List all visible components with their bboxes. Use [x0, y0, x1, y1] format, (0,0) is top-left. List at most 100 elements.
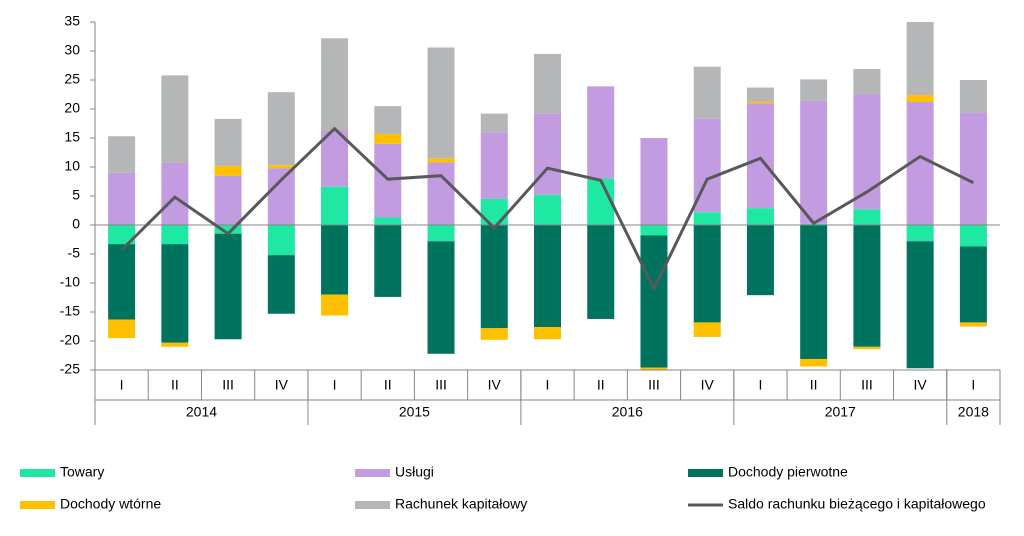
y-tick-label: -10	[60, 274, 80, 290]
bar-segment	[214, 118, 242, 166]
bar-segment	[161, 75, 189, 163]
bar-segment	[321, 294, 349, 316]
bar-segment	[267, 225, 295, 256]
group-label: 2016	[612, 404, 643, 420]
bar-segment	[906, 95, 934, 103]
bar-segment	[214, 225, 242, 234]
bar-segment	[959, 246, 987, 323]
y-tick-label: 5	[72, 187, 80, 203]
y-tick-label: 0	[72, 216, 80, 232]
bar-segment	[214, 175, 242, 225]
y-tick-label: 30	[64, 42, 80, 58]
bar-segment	[800, 225, 828, 359]
bar-segment	[374, 133, 402, 144]
bar-segment	[427, 162, 455, 225]
bar-segment	[108, 136, 136, 173]
bar-segment	[906, 22, 934, 96]
bar-segment	[959, 322, 987, 327]
y-tick-label: -20	[60, 332, 80, 348]
bar-segment	[746, 101, 774, 104]
bar-segment	[374, 106, 402, 134]
bar-segment	[746, 225, 774, 296]
bar-segment	[853, 209, 881, 225]
bar-segment	[534, 327, 561, 340]
x-tick-label: IV	[275, 377, 289, 393]
bar-segment	[959, 113, 987, 225]
bar-segment	[321, 38, 349, 131]
x-tick-label: IV	[488, 377, 502, 393]
legend-swatch	[355, 469, 390, 477]
y-tick-label: 10	[64, 158, 80, 174]
x-tick-label: IV	[701, 377, 715, 393]
bar-segment	[640, 367, 668, 370]
bar-segment	[427, 241, 455, 354]
bar-segment	[959, 80, 987, 114]
bar-segment	[108, 172, 136, 225]
y-tick-label: 25	[64, 71, 80, 87]
x-tick-label: I	[971, 377, 975, 393]
y-tick-label: -15	[60, 303, 80, 319]
bar-segment	[746, 208, 774, 225]
x-tick-label: I	[758, 377, 762, 393]
x-tick-label: IV	[914, 377, 928, 393]
x-tick-label: III	[861, 377, 873, 393]
bar-segment	[374, 217, 402, 225]
legend-label: Towary	[60, 464, 104, 480]
x-tick-label: III	[222, 377, 234, 393]
group-label: 2014	[186, 404, 217, 420]
legend-label: Saldo rachunku bieżącego i kapitałowego	[728, 496, 986, 512]
legend-label: Rachunek kapitałowy	[395, 496, 527, 512]
x-tick-label: I	[546, 377, 550, 393]
bar-segment	[906, 241, 934, 369]
x-tick-label: II	[597, 377, 605, 393]
bar-segment	[959, 225, 987, 247]
bar-segment	[161, 244, 189, 343]
legend-label: Dochody pierwotne	[728, 464, 848, 480]
bar-segment	[800, 358, 828, 367]
y-tick-label: -25	[60, 361, 80, 377]
bar-segment	[480, 132, 508, 199]
legend-label: Usługi	[395, 464, 434, 480]
line-series	[120, 126, 975, 293]
group-label: 2015	[399, 404, 430, 420]
legend-swatch	[20, 469, 55, 477]
bar-segment	[853, 225, 881, 347]
bar-segment	[534, 53, 561, 114]
bar-segment	[267, 165, 295, 169]
legend-swatch	[355, 501, 390, 509]
bar-segment	[374, 225, 402, 297]
bar-segment	[321, 130, 349, 187]
bar-segment	[161, 225, 189, 245]
bar-segment	[480, 225, 508, 329]
legend-swatch	[20, 501, 55, 509]
bar-segment	[640, 225, 668, 236]
bar-segment	[427, 158, 455, 163]
x-tick-label: III	[648, 377, 660, 393]
bar-segment	[214, 233, 242, 340]
bar-segment	[321, 225, 349, 295]
bar-segment	[800, 79, 828, 101]
legend-swatch	[688, 469, 723, 477]
x-tick-label: I	[333, 377, 337, 393]
bar-segment	[321, 186, 349, 225]
bar-segment	[108, 225, 136, 245]
bar-segment	[267, 168, 295, 225]
x-tick-label: II	[384, 377, 392, 393]
bar-segment	[693, 225, 721, 323]
bar-segment	[161, 162, 189, 225]
bar-segment	[587, 225, 615, 319]
bar-segment	[534, 194, 561, 225]
bar-segment	[108, 244, 136, 320]
bar-segment	[427, 47, 455, 159]
bar-segment	[746, 87, 774, 102]
bar-segment	[267, 92, 295, 166]
x-tick-label: II	[171, 377, 179, 393]
y-tick-label: 20	[64, 100, 80, 116]
bar-segment	[853, 68, 881, 95]
bar-segment	[640, 235, 668, 368]
group-label: 2018	[958, 404, 989, 420]
bar-segment	[587, 86, 615, 179]
bar-segment	[640, 138, 668, 225]
y-tick-label: 35	[64, 13, 80, 29]
